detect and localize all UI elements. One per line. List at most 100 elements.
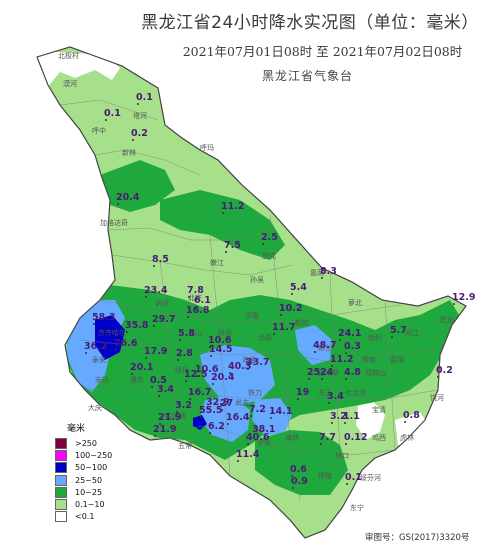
station-dot [280,314,282,316]
place-label: 鸡西 [372,433,386,442]
place-label: 方正 [318,388,332,397]
rainfall-value: 16.8 [186,305,210,316]
station-dot [273,333,275,335]
rainfall-value: 20.1 [130,362,153,373]
rainfall-value: 0.8 [403,410,420,421]
rainfall-value: 7.7 [319,432,336,443]
station-dot [115,349,117,351]
station-dot [151,386,153,388]
legend-swatch [55,437,67,449]
rainfall-value: 0.2 [131,128,148,139]
rainfall-value: 0.3 [344,341,361,352]
legend-item: >250 [55,437,115,449]
station-dot [221,409,223,411]
legend-item: 50~100 [55,462,115,474]
station-dot [209,346,211,348]
place-label: 大庆 [88,403,102,412]
rainfall-value: 11.2 [330,354,353,365]
rainfall-value: 12.9 [452,292,475,303]
place-label: 尚志 [235,398,249,407]
place-label: 哈尔滨 [165,411,186,420]
rainfall-value: 19 [296,387,309,398]
legend-swatch [55,449,67,461]
station-dot [158,395,160,397]
place-label: 齐齐哈尔 [98,328,126,337]
legend-swatch [55,462,67,474]
station-dot [159,423,161,425]
legend-label: 0.1~10 [75,500,105,510]
station-dot [229,372,231,374]
rainfall-value: 0.1 [104,108,121,119]
rainfall-value: 5.7 [390,325,407,336]
rainfall-value: 76.6 [114,338,138,349]
rainfall-value: 7.8 [187,285,204,296]
rainfall-value: 32.9 [206,397,229,408]
legend-item: 0.1~10 [55,498,115,511]
place-label: 七台河 [345,388,366,397]
rainfall-value: 38.1 [252,424,275,435]
time-range: 2021年07月01日08时 至 2021年07月02日08时 [182,44,463,59]
place-label: 勃利 [368,333,382,342]
place-label: 桦南 [362,355,376,364]
station-dot [85,352,87,354]
rainfall-value: 0.2 [436,365,453,376]
place-label: 塔河 [133,111,147,120]
station-dot [105,119,107,121]
rainfall-value: 5.4 [290,282,307,293]
station-dot [297,398,299,400]
station-dot [247,443,249,445]
rainfall-value: 8.3 [320,266,337,277]
place-label: 泰来 [92,355,106,364]
no-rain-area-north [37,50,120,90]
rainfall-value: 11.2 [221,201,244,212]
station-dot [210,355,212,357]
station-dot [177,359,179,361]
place-label: 佳木斯 [318,368,339,377]
place-label: 双鸭山 [365,368,386,377]
rain-area-10-25-northwest [100,160,175,212]
station-dot [227,423,229,425]
place-label: 绥芬河 [360,473,381,482]
rainfall-value: 36.2 [84,341,107,352]
legend-label: 50~100 [75,463,108,473]
station-dot [345,378,347,380]
rainfall-value: 58.3 [92,312,115,323]
place-label: 富锦 [390,355,404,364]
rainfall-value: 16.7 [188,387,211,398]
station-dot [189,398,191,400]
legend-rows: >250 100~250 50~100 25~50 10~25 0.1~10 <0.1 [55,437,115,523]
rainfall-value: 16.4 [226,412,250,423]
station-dot [212,383,214,385]
rain-area-25-50-southcentral [252,398,292,436]
station-dot [437,376,439,378]
place-label: 肇东 [130,375,144,384]
place-label: 饶河 [430,393,444,402]
rainfall-value: 33.7 [246,357,269,368]
station-dot [132,139,134,141]
place-label: 依兰 [318,343,332,352]
legend-label: 25~50 [75,475,103,485]
rainfall-value: 5.8 [178,328,195,339]
rain-area-25-50-northeast [295,325,332,365]
station-dot [207,408,209,410]
legend-item: 100~250 [55,449,115,461]
rainfall-value: 3.4 [157,384,174,395]
rainfall-value: 10.2 [279,303,302,314]
rainfall-value: 3.2 [175,400,192,411]
place-label: 克山 [188,328,202,337]
rainfall-value: 0.12 [344,432,367,443]
no-rain-area-east [356,400,385,440]
rainfall-value: 11.7 [272,322,295,333]
station-dot [345,443,347,445]
rainfall-value: 29.7 [152,314,175,325]
rainfall-value: 35.8 [125,320,149,331]
station-dot [185,380,187,382]
rainfall-value: 0.5 [150,375,167,386]
station-dot [331,422,333,424]
place-label: 穆棱 [318,471,332,480]
place-label: 绥化 [175,365,189,374]
station-dot [131,373,133,375]
legend-title: 毫米 [67,424,86,434]
place-label: 孙吴 [250,275,264,284]
